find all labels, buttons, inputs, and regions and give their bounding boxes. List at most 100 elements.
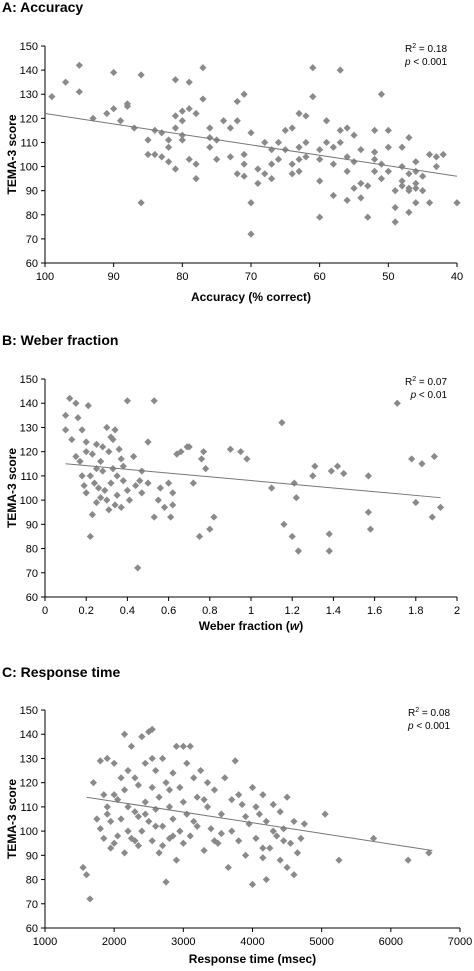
data-point: [179, 798, 187, 806]
data-point: [107, 433, 115, 441]
data-point: [316, 177, 324, 185]
data-point: [221, 774, 229, 782]
data-point: [233, 97, 241, 106]
y-tick-label: 110: [20, 137, 38, 149]
p-value-label: p < 0.001: [407, 721, 450, 732]
data-point: [226, 124, 234, 132]
r-squared-label: R2 = 0.18: [405, 43, 447, 55]
data-point: [357, 179, 365, 188]
data-point: [226, 445, 234, 453]
x-axis-label-text: Weber fraction (: [199, 619, 290, 633]
data-point: [288, 160, 296, 168]
data-point: [273, 832, 281, 840]
data-point: [269, 827, 277, 835]
data-point: [138, 489, 146, 497]
data-point: [137, 71, 145, 79]
data-point: [134, 812, 142, 821]
data-point: [290, 871, 298, 879]
data-point: [335, 856, 343, 864]
data-point: [117, 815, 125, 823]
y-tick-label: 60: [26, 258, 38, 270]
data-point: [384, 167, 392, 175]
data-point: [160, 503, 169, 511]
data-point: [165, 158, 173, 166]
data-point: [343, 196, 351, 204]
data-point: [97, 457, 105, 465]
data-point: [183, 810, 191, 818]
data-point: [247, 129, 255, 137]
data-point: [88, 450, 96, 458]
x-axis-label-text: Response time (msec): [189, 952, 316, 966]
data-point: [171, 76, 180, 84]
x-axis-label-var: w: [290, 619, 300, 633]
p-value-value: < 0.001: [411, 57, 448, 68]
data-point: [72, 399, 80, 407]
data-point: [193, 822, 201, 830]
data-point: [274, 155, 283, 163]
data-point: [369, 834, 378, 842]
x-tick-label: 1000: [33, 936, 57, 948]
data-point: [283, 863, 291, 872]
data-point: [186, 832, 194, 840]
data-point: [99, 443, 107, 451]
data-point: [217, 829, 225, 838]
data-point: [197, 455, 206, 463]
data-point: [217, 810, 225, 818]
data-point: [254, 179, 262, 188]
data-point: [206, 143, 214, 151]
data-point: [192, 160, 200, 168]
data-point: [228, 827, 236, 835]
data-point: [100, 834, 108, 842]
data-point: [97, 494, 105, 502]
data-point: [295, 143, 303, 151]
data-point: [268, 146, 276, 154]
data-point: [405, 170, 413, 178]
data-point: [412, 199, 420, 207]
trend-line: [65, 463, 441, 499]
data-point: [207, 825, 215, 833]
y-tick-label: 70: [26, 234, 38, 246]
data-point: [412, 184, 420, 192]
x-tick-label: 5000: [309, 936, 333, 948]
data-point: [172, 742, 181, 750]
data-point: [377, 90, 386, 98]
data-point: [371, 148, 379, 156]
y-axis-label: TEMA-3 score: [5, 779, 19, 859]
data-point: [377, 175, 386, 183]
data-point: [364, 472, 373, 480]
data-point: [101, 486, 109, 495]
y-tick-label: 100: [20, 162, 38, 174]
data-point: [262, 817, 270, 826]
data-point: [333, 462, 342, 470]
data-point: [136, 477, 144, 485]
chart-title: A: Accuracy: [2, 0, 83, 15]
data-point: [235, 791, 243, 799]
data-point: [240, 172, 248, 180]
data-point: [178, 117, 186, 125]
data-point: [120, 849, 129, 857]
data-point: [398, 143, 406, 151]
y-axis-label: TEMA-3 score: [5, 448, 19, 528]
data-point: [152, 766, 160, 775]
data-point: [165, 479, 173, 487]
data-point: [189, 479, 197, 487]
data-point: [309, 93, 317, 101]
data-point: [419, 187, 427, 195]
data-point: [405, 184, 413, 192]
data-point: [432, 162, 440, 171]
y-tick-label: 80: [26, 875, 38, 887]
data-point: [439, 150, 447, 159]
y-tick-label: 80: [26, 210, 38, 222]
x-tick-label: 40: [451, 271, 463, 283]
data-point: [405, 134, 413, 142]
data-point: [393, 399, 401, 407]
y-tick-label: 90: [26, 519, 38, 531]
data-point: [124, 803, 132, 811]
data-point: [48, 93, 56, 101]
data-point: [255, 810, 264, 818]
data-point: [131, 808, 139, 816]
data-point: [173, 450, 181, 458]
data-point: [197, 766, 205, 775]
data-point: [169, 815, 177, 823]
